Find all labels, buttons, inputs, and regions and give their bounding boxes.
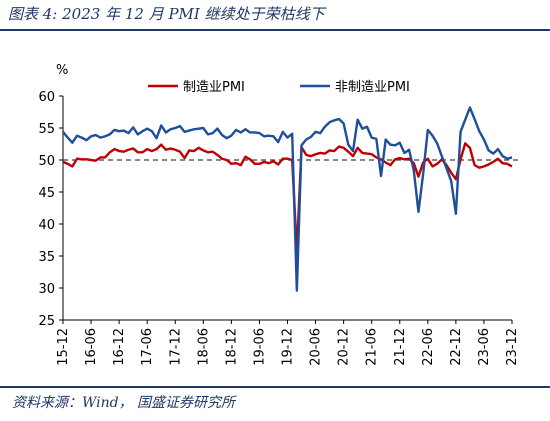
y-axis-unit-label: % [56,63,68,78]
y-tick-label: 60 [38,90,55,105]
x-tick-label: 15-12 [56,328,71,366]
x-tick-label: 19-06 [252,328,267,366]
legend: 制造业PMI 非制造业PMI [148,80,410,95]
x-tick-label: 20-12 [337,328,352,366]
chart-title: 图表 4: 2023 年 12 月 PMI 继续处于荣枯线下 [8,5,325,23]
x-tick-label: 22-06 [421,328,436,366]
x-axis: 15-12 16-06 16-12 17-06 17-12 18-06 18-12 19-06… [56,319,520,366]
x-tick-label: 21-06 [365,328,380,366]
source-rule [0,386,550,388]
y-tick-label: 50 [38,154,55,169]
y-axis: 25 30 35 40 45 50 55 60 [38,90,64,329]
y-tick-label: 40 [38,218,55,233]
x-tick-label: 16-12 [112,328,127,366]
series-group [62,106,513,292]
legend-manufacturing-label: 制造业PMI [183,80,245,95]
x-tick-label: 18-06 [196,328,211,366]
x-tick-label: 19-12 [281,328,296,366]
title-bar: 图表 4: 2023 年 12 月 PMI 继续处于荣枯线下 [0,0,550,26]
x-tick-label: 23-12 [505,328,520,366]
manufacturing-pmi-line [62,142,513,253]
y-tick-label: 30 [38,282,55,297]
y-tick-label: 45 [38,186,55,201]
x-tick-label: 23-06 [477,328,492,366]
x-tick-label: 21-12 [393,328,408,366]
y-tick-label: 35 [38,250,55,265]
y-tick-label: 55 [38,122,55,137]
x-tick-label: 20-06 [309,328,324,366]
non-manufacturing-pmi-line [62,106,513,292]
title-rule [0,29,550,31]
x-tick-label: 16-06 [84,328,99,366]
legend-non-manufacturing-label: 非制造业PMI [335,80,410,95]
x-tick-label: 17-12 [168,328,183,366]
y-tick-label: 25 [38,314,55,329]
x-tick-label: 18-12 [224,328,239,366]
x-tick-label: 22-12 [449,328,464,366]
source-note: 资料来源：Wind， 国盛证券研究所 [12,395,236,411]
x-tick-label: 17-06 [140,328,155,366]
